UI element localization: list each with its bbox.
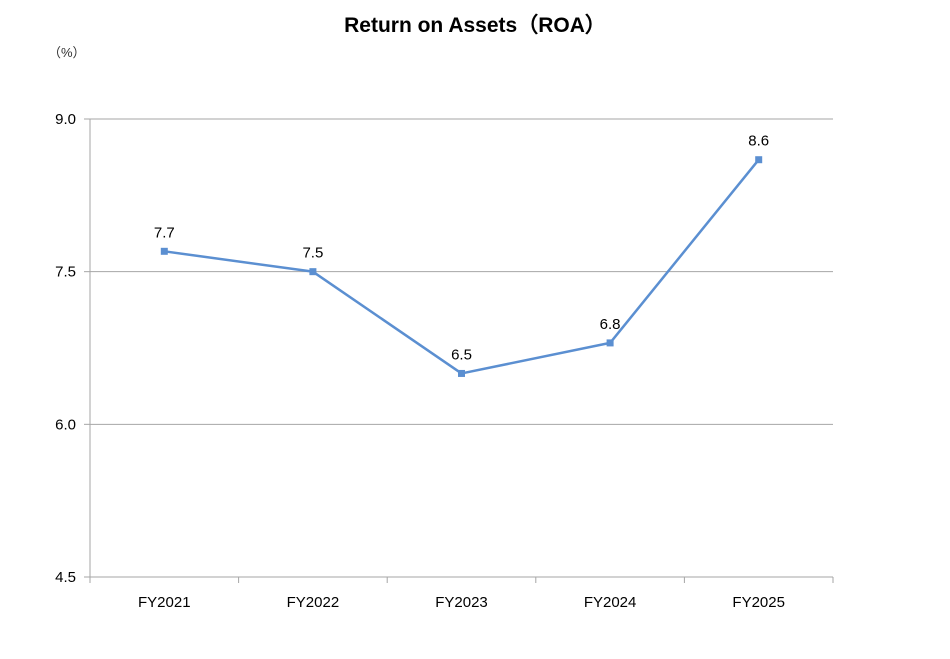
data-labels: 7.7 7.5 6.5 6.8 8.6 (154, 133, 769, 364)
data-point-fy2025 (755, 156, 763, 164)
data-point-fy2024 (606, 339, 614, 347)
x-tick-label-fy2024: FY2024 (584, 594, 637, 611)
chart-title: Return on Assets（ROA） (344, 13, 606, 37)
data-label-fy2023: 6.5 (451, 346, 472, 363)
y-tick-label: 6.0 (55, 416, 76, 433)
data-label-fy2022: 7.5 (302, 245, 323, 262)
y-tick-label: 7.5 (55, 264, 76, 281)
axes (84, 118, 834, 583)
series-roa (160, 156, 763, 377)
x-tick-labels: FY2021 FY2022 FY2023 FY2024 FY2025 (138, 594, 785, 611)
data-point-fy2021 (160, 247, 168, 255)
data-label-fy2021: 7.7 (154, 224, 175, 241)
x-tick-label-fy2023: FY2023 (435, 594, 488, 611)
y-tick-labels: 4.5 6.0 7.5 9.0 (55, 111, 76, 586)
series-line (164, 158, 760, 375)
x-tick-label-fy2021: FY2021 (138, 594, 191, 611)
data-point-fy2023 (458, 369, 465, 377)
x-tick-label-fy2022: FY2022 (287, 594, 340, 611)
y-axis-unit-label: （%） (48, 45, 86, 60)
x-tick-label-fy2025: FY2025 (732, 594, 785, 611)
gridlines (90, 118, 833, 425)
data-label-fy2025: 8.6 (748, 133, 769, 150)
y-tick-label: 9.0 (55, 111, 76, 128)
data-point-fy2022 (309, 268, 317, 276)
y-tick-label: 4.5 (55, 569, 76, 586)
data-label-fy2024: 6.8 (600, 316, 621, 333)
